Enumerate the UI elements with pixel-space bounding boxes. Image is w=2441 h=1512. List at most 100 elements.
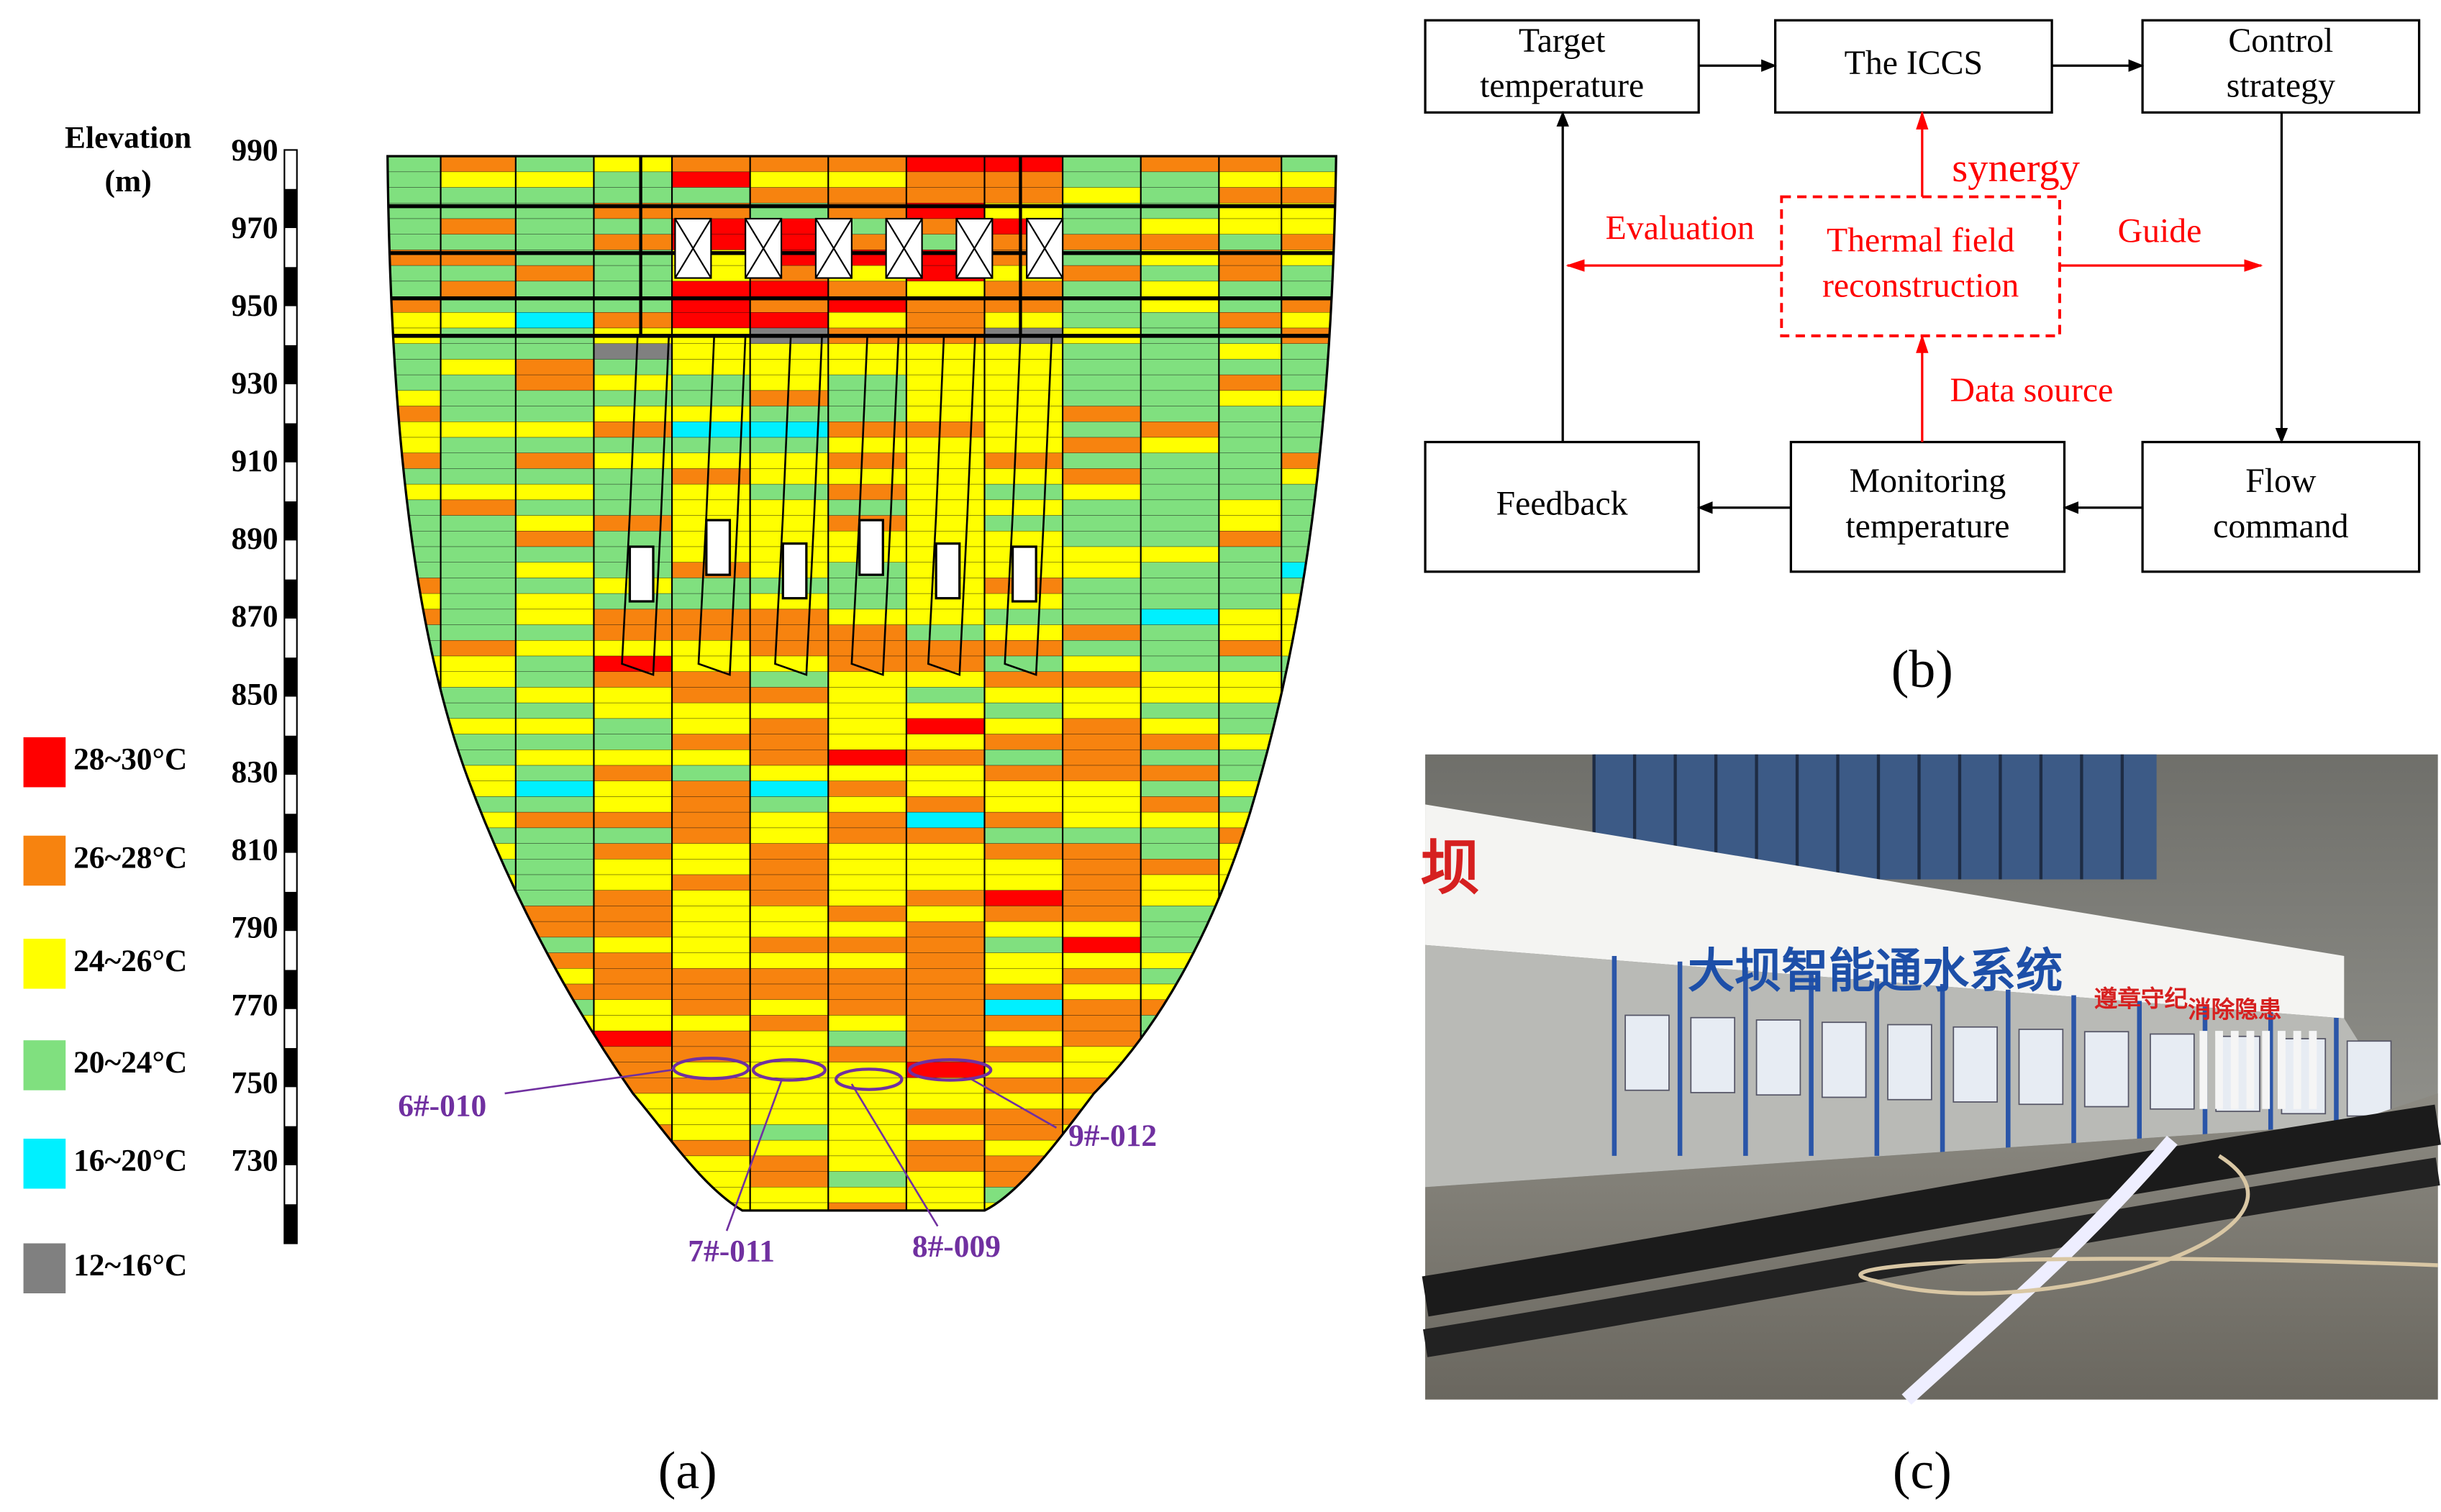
thermal-cell: [906, 624, 985, 641]
thermal-cell: [440, 422, 517, 438]
thermal-cell: [594, 312, 673, 329]
thermal-cell: [594, 687, 673, 703]
thermal-cell: [515, 374, 594, 391]
thermal-cell: [1219, 218, 1282, 234]
thermal-cell: [1219, 562, 1282, 578]
thermal-cell: [515, 406, 594, 422]
thermal-cell: [828, 359, 907, 375]
thermal-cell: [387, 671, 441, 688]
thermal-cell: [671, 734, 750, 750]
elevation-tick-label: 970: [232, 211, 278, 245]
thermal-cell: [1140, 156, 1219, 173]
thermal-cell: [671, 968, 750, 985]
thermal-cell: [671, 624, 750, 641]
thermal-cell: [1219, 983, 1282, 1001]
thermal-cell: [984, 312, 1063, 329]
elevation-tick-label: 830: [232, 755, 278, 789]
thermal-cell: [750, 640, 829, 657]
thermal-cell: [387, 780, 441, 797]
thermal-cell: [1219, 1078, 1282, 1094]
thermal-cell: [671, 593, 750, 610]
thermal-cell: [1140, 1187, 1219, 1203]
thermal-cell: [1140, 655, 1219, 673]
thermal-cell: [671, 890, 750, 906]
thermal-cell: [750, 765, 829, 782]
thermal-cell: [440, 187, 517, 204]
thermal-cell: [750, 687, 829, 703]
thermal-cell: [1062, 1015, 1141, 1031]
thermal-cell: [750, 1187, 829, 1203]
thermal-cell: [1062, 1187, 1141, 1203]
thermal-cell: [1219, 1108, 1282, 1125]
thermal-cell: [594, 937, 673, 953]
thermal-cell: [387, 343, 441, 360]
thermal-cell: [671, 671, 750, 688]
thermal-cell: [387, 811, 441, 829]
thermal-cell: [750, 171, 829, 188]
thermal-cell: [515, 750, 594, 766]
poster: [1755, 1019, 1801, 1096]
callout-leader: [504, 1069, 673, 1095]
node-label: temperature: [1845, 507, 2009, 545]
poster: [1821, 1021, 1867, 1098]
thermal-cell: [671, 874, 750, 891]
thermal-cell: [750, 937, 829, 953]
gate-cross: [885, 218, 923, 279]
thermal-cell: [1140, 1155, 1219, 1172]
thermal-cell: [906, 437, 985, 454]
thermal-cell: [1062, 655, 1141, 673]
thermal-cell: [515, 843, 594, 860]
axis-bar-segment: [284, 1204, 297, 1244]
edge-label: Guide: [2118, 212, 2202, 250]
penstock: [927, 335, 976, 676]
thermal-cell: [515, 156, 594, 173]
thermal-cell: [387, 827, 441, 844]
outlet: [858, 519, 884, 576]
thermal-cell: [828, 780, 907, 797]
thermal-cell: [594, 483, 673, 501]
thermal-cell: [671, 1139, 750, 1157]
thermal-cell: [515, 780, 594, 797]
thermal-cell: [1219, 609, 1282, 625]
thermal-cell: [750, 1171, 829, 1188]
thermal-cell: [828, 952, 907, 969]
thermal-cell: [984, 780, 1063, 797]
thermal-cell: [984, 406, 1063, 422]
thermal-cell: [440, 1187, 517, 1203]
thermal-cell: [387, 734, 441, 750]
node: [1789, 440, 2066, 573]
outlet: [628, 545, 655, 603]
thermal-cell: [1281, 422, 1337, 438]
thermal-cell: [1062, 234, 1141, 250]
thermal-cell: [671, 718, 750, 734]
axis-bar-segment: [284, 735, 297, 775]
thermal-cell: [1062, 827, 1141, 844]
axis-bar-segment: [284, 891, 297, 932]
thermal-cell: [906, 187, 985, 204]
callout-label: 8#-009: [912, 1229, 1001, 1264]
thermal-cell: [828, 968, 907, 985]
core-sample-ring: [908, 1058, 993, 1082]
thermal-cell: [750, 671, 829, 688]
thermal-cell: [1219, 1171, 1282, 1188]
thermal-cell: [1062, 890, 1141, 906]
thermal-cell: [750, 281, 829, 297]
thermal-cell: [387, 437, 441, 454]
thermal-cell: [1219, 234, 1282, 250]
thermal-cell: [440, 671, 517, 688]
thermal-cell: [594, 343, 673, 360]
thermal-cell: [1062, 265, 1141, 282]
thermal-cell: [750, 1202, 829, 1211]
thermal-cell: [387, 515, 441, 532]
axis-bar-segment: [284, 345, 297, 385]
thermal-cell: [440, 921, 517, 938]
outlet: [1011, 545, 1037, 603]
callout-leader: [725, 1080, 783, 1231]
thermal-cell: [1281, 374, 1337, 391]
thermal-cell: [440, 390, 517, 406]
thermal-cell: [387, 171, 441, 188]
core-sample-ring: [834, 1067, 904, 1091]
thermal-cell: [671, 702, 750, 719]
thermal-cell: [828, 890, 907, 906]
thermal-cell: [984, 422, 1063, 438]
